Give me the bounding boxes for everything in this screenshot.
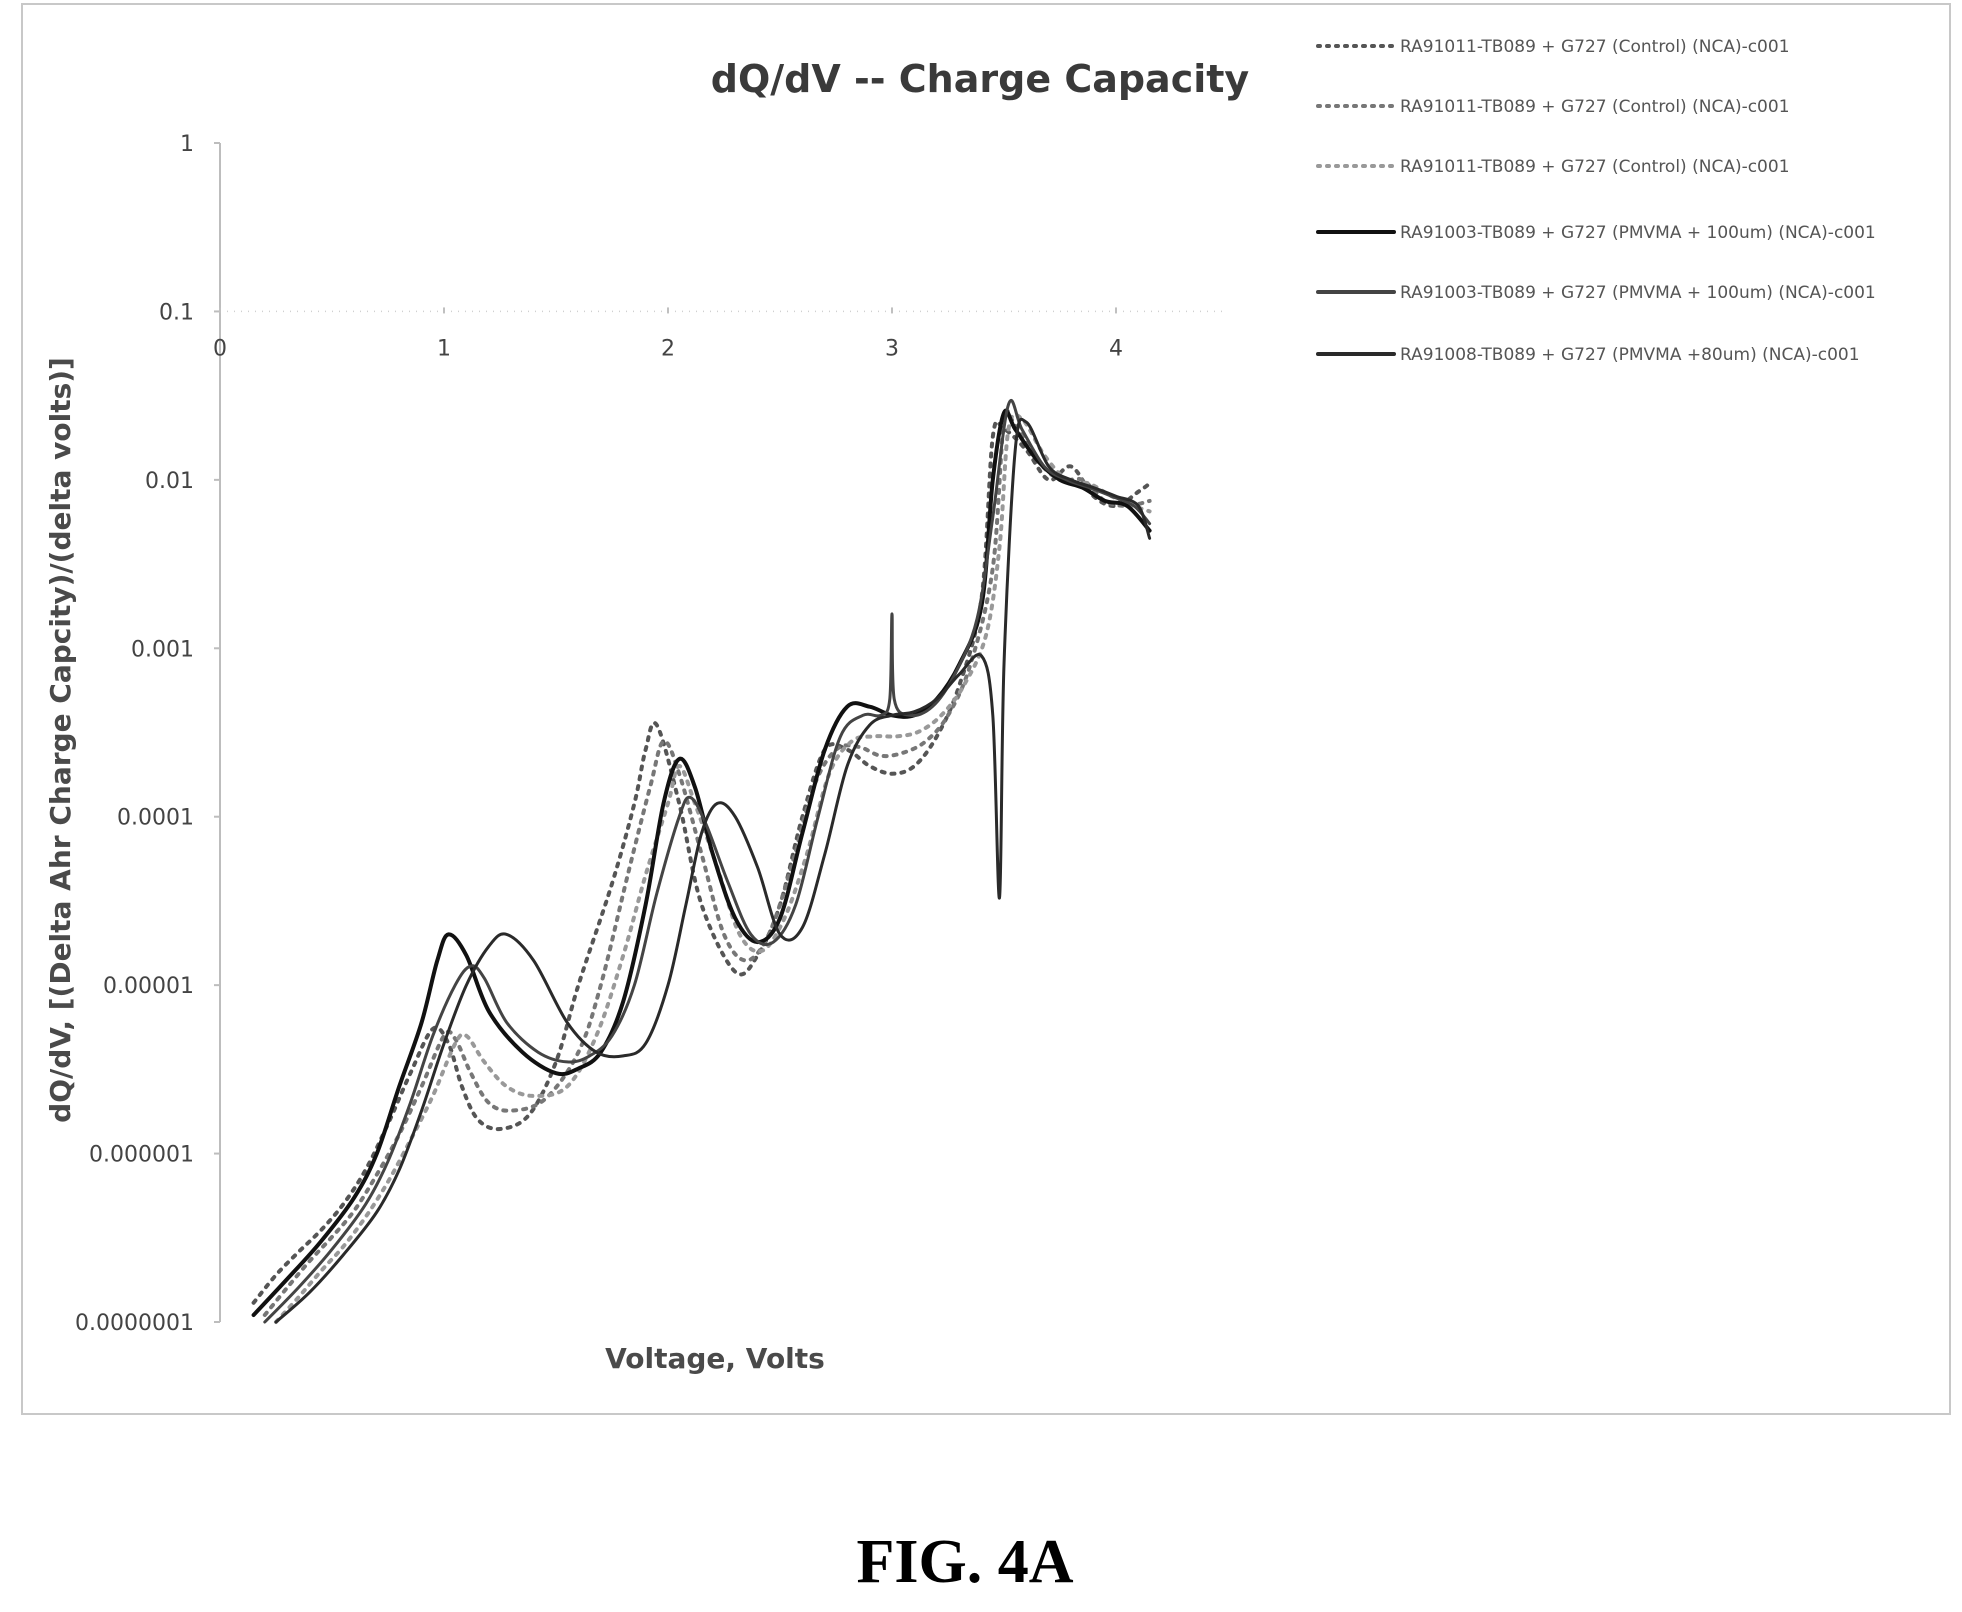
legend-item: RA91003-TB089 + G727 (PMVMA + 100um) (NC… bbox=[1316, 223, 1876, 243]
y-tick-label: 0.1 bbox=[159, 300, 194, 325]
y-axis-label: dQ/dV, [(Delta Ahr Charge Capcity)/(delt… bbox=[44, 357, 77, 1123]
chart-title: dQ/dV -- Charge Capacity bbox=[711, 57, 1250, 101]
legend-item: RA91003-TB089 + G727 (PMVMA + 100um) (NC… bbox=[1316, 283, 1876, 303]
series-group bbox=[251, 399, 1152, 1324]
series-line-2 bbox=[262, 409, 1152, 1317]
series-line-3 bbox=[274, 412, 1152, 1324]
y-tick-label: 0.000001 bbox=[89, 1143, 194, 1168]
chart-frame bbox=[21, 3, 1951, 1415]
x-tick-label: 2 bbox=[661, 336, 675, 361]
legend-item: RA91011-TB089 + G727 (Control) (NCA)-c00… bbox=[1316, 37, 1790, 57]
x-tick-label: 3 bbox=[885, 336, 899, 361]
x-tick-label: 0 bbox=[213, 336, 227, 361]
legend: RA91011-TB089 + G727 (Control) (NCA)-c00… bbox=[1316, 37, 1876, 365]
legend-label: RA91011-TB089 + G727 (Control) (NCA)-c00… bbox=[1400, 97, 1790, 117]
x-tick-label: 1 bbox=[437, 336, 451, 361]
series-line-6 bbox=[274, 417, 1152, 1324]
y-tick-label: 0.0001 bbox=[117, 806, 194, 831]
legend-label: RA91003-TB089 + G727 (PMVMA + 100um) (NC… bbox=[1400, 223, 1876, 243]
series-line-4 bbox=[251, 408, 1152, 1317]
figure-label: FIG. 4A bbox=[857, 1528, 1074, 1596]
y-axis: 1 0.1 0.01 0.001 0.0001 0.00001 0.000001 0.0000… bbox=[75, 132, 221, 1336]
y-tick-label: 0.0000001 bbox=[75, 1311, 194, 1336]
legend-label: RA91011-TB089 + G727 (Control) (NCA)-c00… bbox=[1400, 157, 1790, 177]
legend-label: RA91008-TB089 + G727 (PMVMA +80um) (NCA)… bbox=[1400, 345, 1860, 365]
x-axis-label: Voltage, Volts bbox=[605, 1342, 825, 1375]
legend-item: RA91008-TB089 + G727 (PMVMA +80um) (NCA)… bbox=[1316, 345, 1860, 365]
y-tick-label: 0.00001 bbox=[103, 974, 194, 999]
x-tick-label: 4 bbox=[1109, 336, 1123, 361]
y-tick-label: 1 bbox=[180, 132, 194, 157]
legend-label: RA91003-TB089 + G727 (PMVMA + 100um) (NC… bbox=[1400, 283, 1876, 303]
legend-label: RA91011-TB089 + G727 (Control) (NCA)-c00… bbox=[1400, 37, 1790, 57]
y-tick-label: 0.001 bbox=[131, 637, 194, 662]
legend-item: RA91011-TB089 + G727 (Control) (NCA)-c00… bbox=[1316, 97, 1790, 117]
series-line-5 bbox=[263, 399, 1152, 1324]
legend-item: RA91011-TB089 + G727 (Control) (NCA)-c00… bbox=[1316, 157, 1790, 177]
x-axis: 0 1 2 3 4 bbox=[213, 307, 1228, 361]
y-tick-label: 0.01 bbox=[145, 469, 194, 494]
